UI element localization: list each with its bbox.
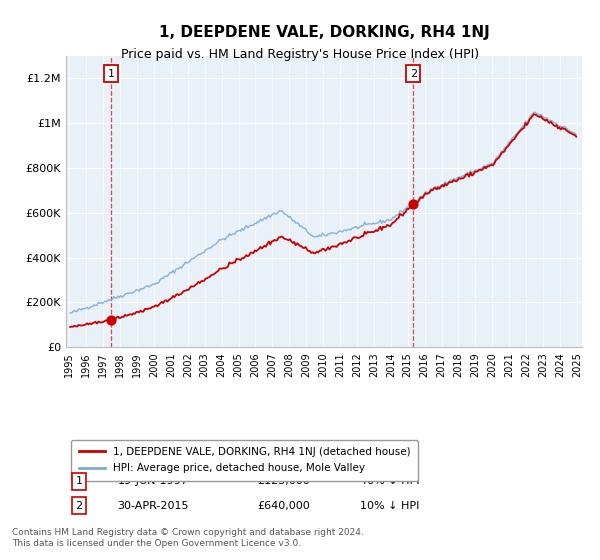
Text: 40% ↓ HPI: 40% ↓ HPI	[360, 476, 419, 486]
Text: Contains HM Land Registry data © Crown copyright and database right 2024.
This d: Contains HM Land Registry data © Crown c…	[12, 528, 364, 548]
Text: 30-APR-2015: 30-APR-2015	[118, 501, 189, 511]
Text: £123,000: £123,000	[257, 476, 310, 486]
Text: £640,000: £640,000	[257, 501, 310, 511]
Text: 2: 2	[410, 69, 417, 79]
Text: 10% ↓ HPI: 10% ↓ HPI	[360, 501, 419, 511]
Title: 1, DEEPDENE VALE, DORKING, RH4 1NJ: 1, DEEPDENE VALE, DORKING, RH4 1NJ	[158, 25, 490, 40]
Text: 19-JUN-1997: 19-JUN-1997	[118, 476, 188, 486]
Text: 1: 1	[76, 476, 82, 486]
Point	[409, 199, 418, 208]
Text: 1: 1	[107, 69, 115, 79]
Text: Price paid vs. HM Land Registry's House Price Index (HPI): Price paid vs. HM Land Registry's House …	[121, 48, 479, 60]
Point	[106, 315, 116, 324]
Legend: 1, DEEPDENE VALE, DORKING, RH4 1NJ (detached house), HPI: Average price, detache: 1, DEEPDENE VALE, DORKING, RH4 1NJ (deta…	[71, 440, 418, 480]
Text: 2: 2	[76, 501, 82, 511]
